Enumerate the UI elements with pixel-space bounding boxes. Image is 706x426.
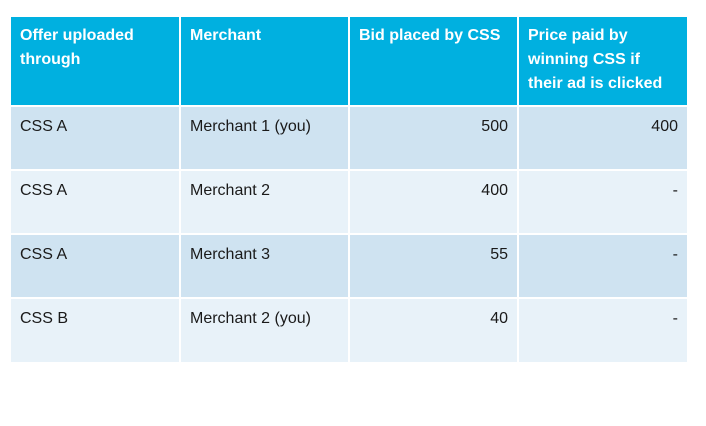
cell-bid: 500 — [349, 105, 519, 170]
cell-merchant: Merchant 1 (you) — [180, 105, 350, 170]
header-price-paid: Price paid by winning CSS if their ad is… — [518, 17, 687, 106]
table-row: CSS A Merchant 3 55 - — [11, 233, 687, 298]
cell-bid: 400 — [349, 169, 519, 234]
table-row: CSS A Merchant 2 400 - — [11, 169, 687, 234]
cell-price-paid: 400 — [518, 105, 687, 170]
cell-offer-uploaded-through: CSS A — [11, 169, 181, 234]
auction-table: Offer uploaded through Merchant Bid plac… — [11, 17, 687, 362]
cell-price-paid: - — [518, 233, 687, 298]
header-bid-placed: Bid placed by CSS — [349, 17, 519, 106]
cell-price-paid: - — [518, 297, 687, 362]
cell-bid: 40 — [349, 297, 519, 362]
cell-price-paid: - — [518, 169, 687, 234]
cell-merchant: Merchant 3 — [180, 233, 350, 298]
cell-bid: 55 — [349, 233, 519, 298]
cell-offer-uploaded-through: CSS A — [11, 233, 181, 298]
header-merchant: Merchant — [180, 17, 350, 106]
table-row: CSS A Merchant 1 (you) 500 400 — [11, 105, 687, 170]
table-row: CSS B Merchant 2 (you) 40 - — [11, 297, 687, 362]
cell-offer-uploaded-through: CSS A — [11, 105, 181, 170]
cell-offer-uploaded-through: CSS B — [11, 297, 181, 362]
cell-merchant: Merchant 2 (you) — [180, 297, 350, 362]
header-row: Offer uploaded through Merchant Bid plac… — [11, 17, 687, 106]
header-offer-uploaded-through: Offer uploaded through — [11, 17, 181, 106]
cell-merchant: Merchant 2 — [180, 169, 350, 234]
